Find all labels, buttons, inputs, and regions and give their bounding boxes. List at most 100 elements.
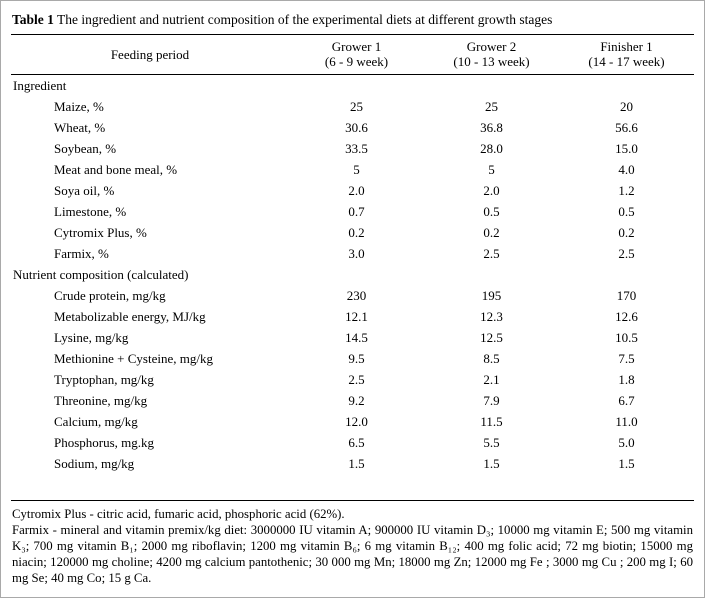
table-row: Lysine, mg/kg 14.5 12.5 10.5 [11,327,694,348]
row-label: Calcium, mg/kg [54,414,138,429]
cell-value: 1.5 [483,456,500,471]
cell-value: 1.5 [618,456,635,471]
column-name: Grower 1 [331,39,382,54]
cell-value: 2.5 [348,372,365,387]
row-label: Wheat, % [54,120,106,135]
cell-value: 5.0 [618,435,635,450]
row-label: Soya oil, % [54,183,115,198]
cell-value: 30.6 [345,120,368,135]
table-row: Calcium, mg/kg 12.0 11.5 11.0 [11,411,694,432]
column-header-grower2: Grower 2 (10 - 13 week) [424,34,559,75]
cell-value: 0.5 [618,204,635,219]
cell-value: 25 [350,99,363,114]
cell-value: 4.0 [618,162,635,177]
cell-value: 12.1 [345,309,368,324]
cell-value: 33.5 [345,141,368,156]
row-label: Farmix, % [54,246,109,261]
row-label: Cytromix Plus, % [54,225,147,240]
cell-value: 28.0 [480,141,503,156]
cell-value: 8.5 [483,351,500,366]
cell-value: 230 [346,288,367,303]
column-name: Grower 2 [466,39,517,54]
row-label: Sodium, mg/kg [54,456,135,471]
row-label: Lysine, mg/kg [54,330,129,345]
cell-value: 5 [353,162,360,177]
cell-value: 2.5 [618,246,635,261]
cell-value: 12.6 [615,309,638,324]
row-label: Threonine, mg/kg [54,393,148,408]
table-row: Metabolizable energy, MJ/kg 12.1 12.3 12.6 [11,306,694,327]
row-label: Metabolizable energy, MJ/kg [54,309,206,324]
cell-value: 7.5 [618,351,635,366]
table-body: Ingredient Maize, % 25 25 20 Wheat, % 30.6 36.8… [11,75,694,475]
column-weeks: (14 - 17 week) [588,54,665,69]
cell-value: 2.0 [483,183,500,198]
cell-value: 15.0 [615,141,638,156]
cell-value: 9.2 [348,393,365,408]
table-row: Threonine, mg/kg 9.2 7.9 6.7 [11,390,694,411]
cell-value: 56.6 [615,120,638,135]
cell-value: 3.0 [348,246,365,261]
cell-value: 10.5 [615,330,638,345]
table-row: Tryptophan, mg/kg 2.5 2.1 1.8 [11,369,694,390]
table-row: Soybean, % 33.5 28.0 15.0 [11,138,694,159]
diet-composition-table: Feeding period Grower 1 (6 - 9 week) Gro… [11,34,694,474]
cell-value: 170 [616,288,637,303]
table-title: Table 1 The ingredient and nutrient comp… [11,9,694,34]
footnote-farmix: Farmix - mineral and vitamin premix/kg d… [12,523,693,585]
table-header: Feeding period Grower 1 (6 - 9 week) Gro… [11,34,694,75]
section-row: Nutrient composition (calculated) [11,264,694,285]
section-header: Nutrient composition (calculated) [13,267,189,282]
cell-value: 5.5 [483,435,500,450]
cell-value: 5 [488,162,495,177]
table-title-label: Table 1 [12,12,54,27]
cell-value: 36.8 [480,120,503,135]
section-header: Ingredient [13,78,67,93]
cell-value: 2.0 [348,183,365,198]
table-row: Limestone, % 0.7 0.5 0.5 [11,201,694,222]
cell-value: 14.5 [345,330,368,345]
cell-value: 25 [485,99,498,114]
row-label: Meat and bone meal, % [54,162,178,177]
cell-value: 0.2 [618,225,635,240]
cell-value: 0.5 [483,204,500,219]
cell-value: 0.7 [348,204,365,219]
table-row: Sodium, mg/kg 1.5 1.5 1.5 [11,453,694,474]
cell-value: 12.5 [480,330,503,345]
cell-value: 11.0 [615,414,638,429]
cell-value: 7.9 [483,393,500,408]
footnote-cytromix: Cytromix Plus - citric acid, fumaric aci… [12,507,345,521]
table-row: Soya oil, % 2.0 2.0 1.2 [11,180,694,201]
table-row: Wheat, % 30.6 36.8 56.6 [11,117,694,138]
row-label: Limestone, % [54,204,127,219]
cell-value: 1.5 [348,456,365,471]
cell-value: 2.5 [483,246,500,261]
table-row: Cytromix Plus, % 0.2 0.2 0.2 [11,222,694,243]
cell-value: 1.8 [618,372,635,387]
table-row: Farmix, % 3.0 2.5 2.5 [11,243,694,264]
cell-value: 20 [620,99,633,114]
table-row: Meat and bone meal, % 5 5 4.0 [11,159,694,180]
column-weeks: (10 - 13 week) [453,54,530,69]
cell-value: 1.2 [618,183,635,198]
row-label: Phosphorus, mg.kg [54,435,155,450]
cell-value: 6.7 [618,393,635,408]
cell-value: 195 [481,288,502,303]
feeding-period-header: Feeding period [11,34,289,75]
row-label: Crude protein, mg/kg [54,288,166,303]
column-weeks: (6 - 9 week) [324,54,389,69]
footnotes: Cytromix Plus - citric acid, fumaric aci… [11,501,694,586]
table-title-text: The ingredient and nutrient composition … [57,12,553,27]
table-row: Phosphorus, mg.kg 6.5 5.5 5.0 [11,432,694,453]
column-header-grower1: Grower 1 (6 - 9 week) [289,34,424,75]
column-header-finisher1: Finisher 1 (14 - 17 week) [559,34,694,75]
table-row: Crude protein, mg/kg 230 195 170 [11,285,694,306]
table-row: Maize, % 25 25 20 [11,96,694,117]
cell-value: 12.0 [345,414,368,429]
cell-value: 2.1 [483,372,500,387]
table-row: Methionine + Cysteine, mg/kg 9.5 8.5 7.5 [11,348,694,369]
column-name: Finisher 1 [600,39,653,54]
row-label: Soybean, % [54,141,117,156]
table-container: Feeding period Grower 1 (6 - 9 week) Gro… [11,34,694,501]
